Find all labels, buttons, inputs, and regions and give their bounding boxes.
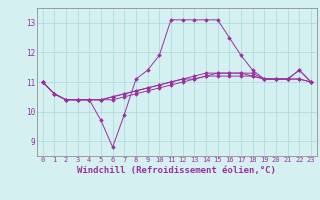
X-axis label: Windchill (Refroidissement éolien,°C): Windchill (Refroidissement éolien,°C) bbox=[77, 166, 276, 175]
